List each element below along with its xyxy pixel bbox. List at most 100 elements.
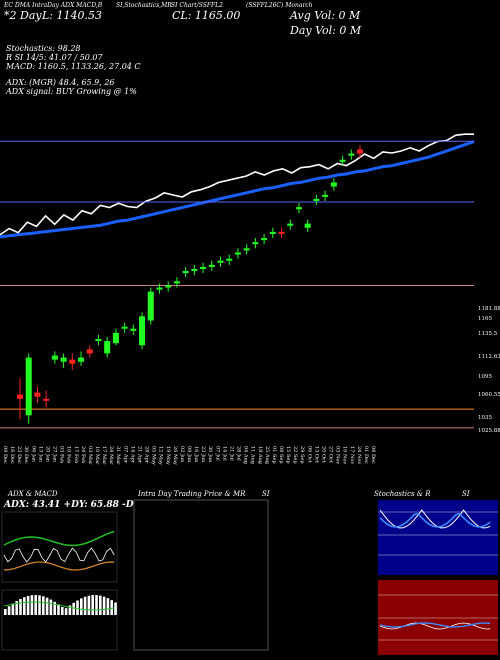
candle-body	[51, 355, 58, 360]
date-label: 10 Mar	[94, 446, 100, 465]
low-label: L: 1140.53	[42, 9, 102, 22]
candle-body	[200, 266, 207, 269]
macd-bar	[19, 598, 22, 615]
date-label: 02 Jun	[179, 446, 185, 463]
price-line	[0, 133, 474, 236]
price-axis-label: 1181.88	[478, 306, 500, 312]
date-label: 08 Sep	[278, 446, 284, 464]
candle-body	[252, 242, 259, 245]
date-label: 12 May	[158, 446, 164, 465]
candle-body	[112, 332, 119, 344]
date-label: 06 Oct	[306, 446, 312, 463]
macd-bar	[106, 598, 110, 615]
candle-body	[156, 287, 163, 290]
intraday-title-si: SI	[262, 490, 270, 498]
date-label: 21 Jul	[228, 446, 234, 461]
date-label: 04 Aug	[243, 446, 249, 465]
price-axis-label: 1095	[478, 374, 492, 380]
date-label: 28 Jul	[236, 446, 242, 461]
date-label: 13 Jan	[37, 446, 43, 463]
macd-bar	[99, 595, 102, 615]
candle-body	[17, 394, 23, 399]
candle-body	[139, 316, 146, 346]
macd-bar	[45, 597, 49, 615]
price-axis-label: 1035	[478, 415, 492, 421]
macd-bar	[57, 604, 60, 615]
date-label: 17 Feb	[73, 446, 79, 463]
date-label: 06 Jan	[30, 446, 36, 463]
candle-body	[130, 328, 137, 331]
date-label: 08 Dec	[370, 446, 376, 464]
macd-bar	[34, 595, 37, 615]
adx-panel-readout: ADX: 43.41 +DY: 65.88 -DY: 26	[4, 500, 158, 510]
macd-bar	[11, 603, 15, 615]
date-label: 03 Feb	[59, 446, 65, 463]
date-label: 18 Aug	[257, 446, 263, 465]
candle-body	[348, 153, 355, 156]
date-label: 07 Jul	[214, 446, 220, 461]
date-label: 09 Jun	[186, 446, 192, 463]
date-label: 15 Sep	[285, 446, 291, 464]
intraday-title: Intra Day Trading Price & MR	[138, 490, 246, 498]
candle-body	[121, 326, 128, 329]
date-label: 16 Dec	[9, 446, 15, 464]
candle-body	[217, 260, 224, 263]
date-label: 07 Apr	[122, 446, 128, 464]
adx-panel	[1, 511, 118, 583]
date-label: 31 Mar	[115, 446, 121, 465]
stoch-panel	[378, 500, 498, 575]
rsi-avg-line	[379, 622, 491, 628]
candle-body	[278, 231, 285, 234]
macd-bar	[102, 596, 106, 615]
stoch-title-si: SI	[462, 490, 470, 498]
macd-signal-line	[3, 601, 115, 611]
date-label: 19 May	[165, 446, 171, 465]
candle-body	[147, 291, 154, 321]
adx-macd-title: ADX & MACD	[8, 490, 58, 498]
candle-body	[287, 223, 294, 226]
date-label: 10 Nov	[342, 446, 348, 464]
candle-body	[182, 271, 189, 274]
macd-bar	[49, 599, 53, 615]
macd-bar	[64, 608, 68, 615]
rsi-readout: R SI 14/5: 41.07 / 50.07	[6, 53, 103, 62]
date-label: 01 Sep	[271, 446, 277, 464]
candle-body	[243, 248, 250, 251]
candle-body	[173, 281, 180, 284]
date-label: 09 Dec	[2, 446, 8, 464]
stoch-title: Stochastics & R	[374, 490, 431, 498]
close-label: CL: 1165.00	[172, 9, 241, 22]
stochastics-readout: Stochastics: 98.28	[6, 44, 81, 53]
macd-bar	[83, 596, 87, 615]
date-label: 22 Sep	[292, 446, 298, 464]
macd-bar	[4, 609, 7, 615]
candle-body	[304, 223, 311, 228]
candle-body	[191, 268, 198, 272]
macd-bar	[68, 605, 72, 615]
date-label: 13 Oct	[313, 446, 319, 463]
candle-body	[357, 149, 363, 154]
date-label: 14 Jul	[221, 446, 227, 461]
candle-body	[322, 194, 329, 197]
candle-body	[165, 285, 172, 288]
day-label: *2 Day	[4, 9, 42, 22]
macd-bar	[23, 597, 26, 615]
candle-body	[25, 357, 32, 416]
price-axis-label: 1060.55	[478, 392, 500, 398]
candle-body	[208, 264, 215, 267]
adx-white-line	[3, 547, 115, 563]
date-label: 16 Jun	[193, 446, 199, 463]
candle-body	[69, 359, 76, 364]
avg-vol: Avg Vol: 0 M	[290, 9, 361, 22]
date-label: 25 Aug	[264, 446, 270, 465]
candle-body	[313, 198, 320, 201]
header-line1c: SI Chart/SSFFL2	[171, 2, 223, 9]
candle-body	[330, 182, 337, 187]
date-label: 26 May	[172, 446, 178, 465]
macd-bar	[53, 601, 56, 615]
header-line1: EC DMA IntraDay ADX MACD,B	[4, 2, 103, 9]
macd-bar	[30, 595, 34, 615]
price-axis-label: 1112.63	[478, 354, 500, 360]
date-label: 27 Jan	[52, 446, 58, 463]
